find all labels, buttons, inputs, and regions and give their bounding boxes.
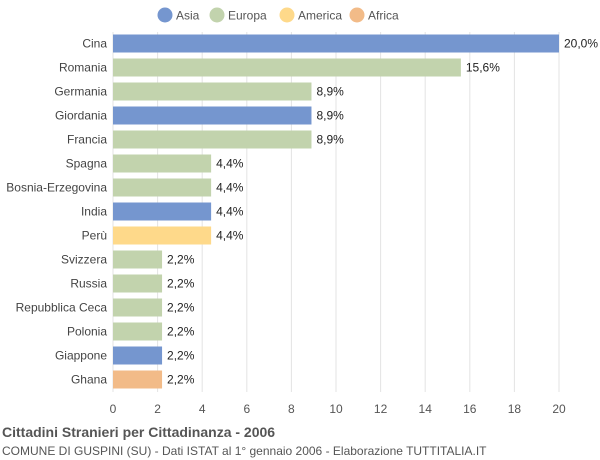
bar (113, 346, 163, 365)
bar (113, 58, 461, 77)
data-label: 8,9% (316, 85, 344, 99)
category-label: Cina (82, 37, 107, 51)
legend-swatch (279, 7, 295, 23)
data-label: 4,4% (216, 181, 244, 195)
data-label: 2,2% (167, 301, 195, 315)
data-label: 4,4% (216, 157, 244, 171)
category-label: Spagna (66, 157, 108, 171)
category-label: Repubblica Ceca (16, 301, 108, 315)
x-tick-label: 2 (154, 402, 161, 416)
bar (113, 202, 212, 221)
data-label: 2,2% (167, 277, 195, 291)
x-tick-label: 0 (110, 402, 117, 416)
category-label: Francia (67, 133, 107, 147)
bar (113, 298, 163, 317)
category-label: Perù (82, 229, 107, 243)
bar (113, 106, 312, 125)
bar (113, 226, 212, 245)
x-tick-label: 18 (508, 402, 522, 416)
chart-subtitle: COMUNE DI GUSPINI (SU) - Dati ISTAT al 1… (2, 444, 487, 458)
x-tick-label: 12 (374, 402, 388, 416)
x-tick-label: 14 (419, 402, 433, 416)
data-label: 4,4% (216, 205, 244, 219)
chart-title: Cittadini Stranieri per Cittadinanza - 2… (2, 424, 276, 440)
x-tick-label: 20 (552, 402, 566, 416)
legend-label: Africa (368, 9, 399, 23)
data-label: 8,9% (316, 133, 344, 147)
x-tick-label: 16 (463, 402, 477, 416)
category-label: Polonia (67, 325, 107, 339)
x-tick-label: 6 (243, 402, 250, 416)
bar (113, 34, 559, 53)
category-label: Svizzera (61, 253, 107, 267)
data-label: 2,2% (167, 373, 195, 387)
bar (113, 178, 212, 197)
category-label: Germania (54, 85, 107, 99)
x-tick-label: 10 (329, 402, 343, 416)
category-label: Bosnia-Erzegovina (6, 181, 107, 195)
bar (113, 154, 212, 173)
category-label: Romania (59, 61, 107, 75)
bar (113, 130, 312, 149)
data-label: 2,2% (167, 325, 195, 339)
category-label: India (81, 205, 107, 219)
x-tick-label: 8 (288, 402, 295, 416)
legend-label: Asia (176, 9, 200, 23)
bar (113, 82, 312, 101)
category-label: Russia (70, 277, 107, 291)
legend-swatch (349, 7, 365, 23)
data-label: 8,9% (316, 109, 344, 123)
data-label: 15,6% (466, 61, 500, 75)
bar (113, 370, 163, 389)
data-label: 2,2% (167, 253, 195, 267)
bar (113, 250, 163, 269)
x-tick-label: 4 (199, 402, 206, 416)
legend-label: Europa (228, 9, 267, 23)
category-label: Giordania (55, 109, 107, 123)
bar (113, 322, 163, 341)
data-label: 20,0% (564, 37, 598, 51)
bar (113, 274, 163, 293)
data-label: 4,4% (216, 229, 244, 243)
bar-chart: 0 2 4 6 8 10 12 14 16 18 20 Cina 20,0% Romania 15,6% Ge… (6, 7, 598, 416)
category-label: Giappone (55, 349, 107, 363)
legend-label: America (298, 9, 342, 23)
category-label: Ghana (71, 373, 107, 387)
legend-swatch (209, 7, 225, 23)
data-label: 2,2% (167, 349, 195, 363)
legend-swatch (157, 7, 173, 23)
